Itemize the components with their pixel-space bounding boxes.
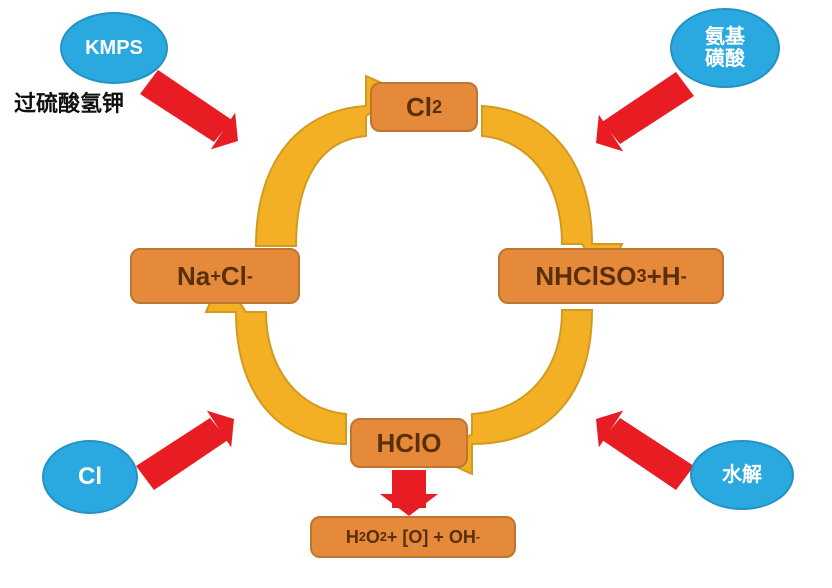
node-nhclso3: NHClSO3+H- <box>498 248 724 304</box>
node-products: H2O2 + [O] + OH- <box>310 516 516 558</box>
diagram-stage: Cl2 Na+Cl- NHClSO3+H- HClO H2O2 + [O] + … <box>0 0 832 588</box>
ellipse-kmps: KMPS <box>60 12 168 84</box>
ellipse-hydrolysis: 水解 <box>690 440 794 510</box>
arrow-from-kmps <box>140 70 232 142</box>
arrow-from-hydrolysis <box>602 418 694 490</box>
arrow-from-sulfamic <box>602 72 694 144</box>
ellipse-cl: Cl <box>42 440 138 514</box>
arrow-from-cl <box>136 418 228 490</box>
ellipse-sulfamic-acid: 氨基磺酸 <box>670 8 780 88</box>
node-hclo: HClO <box>350 418 468 468</box>
node-nacl: Na+Cl- <box>130 248 300 304</box>
label-potassium-peroxymonosulfate: 过硫酸氢钾 <box>14 86 124 118</box>
node-cl2: Cl2 <box>370 82 478 132</box>
